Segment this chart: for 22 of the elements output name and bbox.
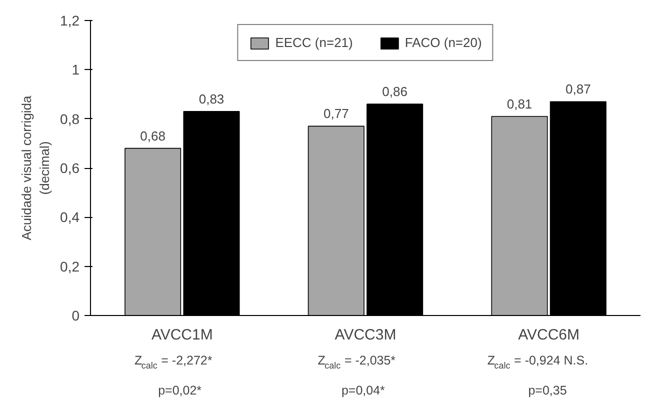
x-tick-label: AVCC1M (151, 326, 213, 344)
y-tick-label: 0,2 (60, 258, 80, 274)
data-label: 0,68 (140, 128, 166, 144)
y-axis-title: Acuidade visual corrigida (decimal) (19, 94, 52, 240)
data-label: 0,77 (324, 106, 349, 122)
y-tick-label: 0,4 (60, 209, 80, 226)
text: p=0,35 (528, 384, 567, 398)
data-label: 0,87 (566, 82, 591, 97)
legend-label: EECC (n=21) (275, 35, 353, 50)
data-label: 0,83 (198, 91, 224, 106)
x-tick-label: AVCC6M (518, 326, 580, 344)
y-tick-label: 0,8 (60, 110, 80, 127)
legend-label: FACO (n=20) (404, 35, 482, 50)
data-label: 0,81 (506, 96, 532, 112)
x-tick-label: AVCC3M (334, 326, 396, 344)
y-tick-label: 1 (72, 62, 80, 78)
y-tick-label: 1,2 (60, 12, 80, 28)
text: p=0,02* (158, 384, 202, 398)
data-label: 0,86 (382, 84, 408, 100)
text: p=0,04* (341, 384, 386, 398)
y-tick-label: 0,6 (60, 160, 80, 176)
y-tick-label: 0 (72, 308, 80, 324)
